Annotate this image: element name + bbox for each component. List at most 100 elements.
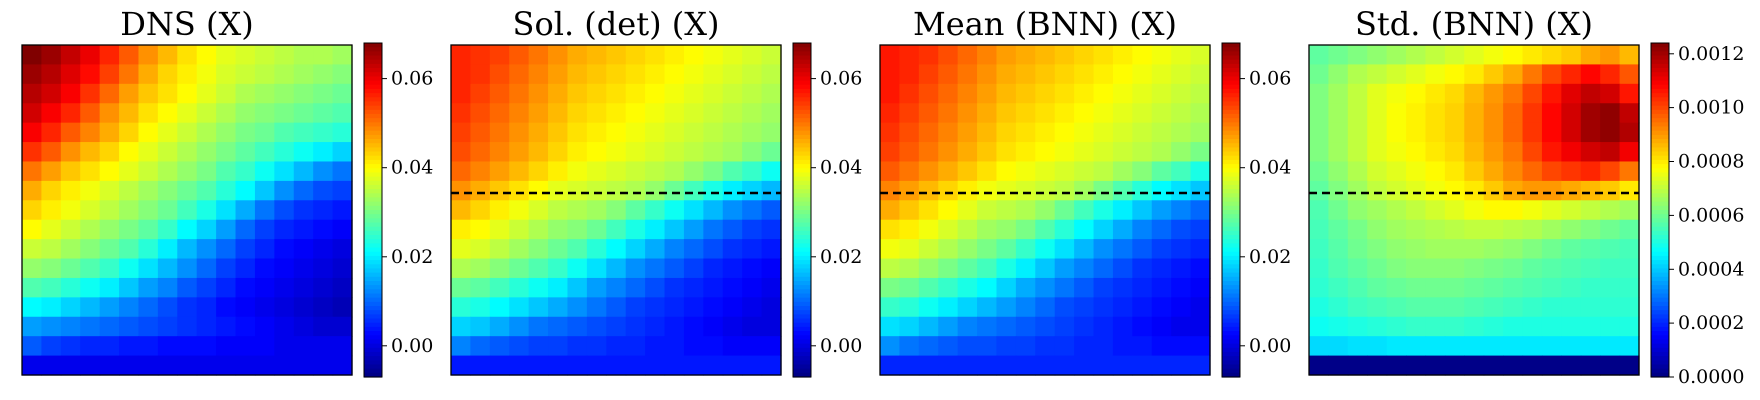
heatmap-cell	[293, 103, 314, 124]
heatmap-cell	[216, 83, 237, 104]
heatmap-cell	[918, 258, 939, 279]
colorbar-band	[1651, 151, 1669, 157]
colorbar-band	[1651, 68, 1669, 73]
heatmap-cell	[1464, 336, 1485, 357]
colorbar-band	[364, 289, 382, 295]
heatmap-cell	[1112, 239, 1133, 260]
colorbar-band	[364, 101, 382, 107]
heatmap-cell	[22, 64, 43, 85]
heatmap-cell	[1132, 219, 1153, 240]
heatmap-cell	[761, 180, 782, 201]
heatmap-cell	[548, 200, 569, 221]
heatmap-cell	[196, 122, 217, 143]
heatmap-cell	[1619, 219, 1640, 240]
heatmap-cell	[1074, 258, 1095, 279]
heatmap-cell	[1054, 161, 1075, 182]
heatmap-cell	[1503, 122, 1524, 143]
heatmap-cell	[761, 258, 782, 279]
colorbar-band	[1222, 63, 1240, 69]
heatmap-cell	[899, 316, 920, 337]
colorbar-band	[1222, 335, 1240, 341]
heatmap-cell	[489, 200, 510, 221]
heatmap-cell	[528, 219, 549, 240]
heatmap-cell	[1347, 336, 1368, 357]
heatmap-cell	[274, 316, 295, 337]
colorbar-band	[1651, 230, 1669, 236]
colorbar-band	[1222, 139, 1240, 144]
heatmap-cell	[1112, 219, 1133, 240]
heatmap-cell	[880, 200, 901, 221]
colorbar-band	[793, 347, 811, 353]
heatmap-cell	[1561, 83, 1582, 104]
colorbar-band	[364, 326, 382, 332]
heatmap-cell	[1619, 161, 1640, 182]
heatmap-cell	[1074, 161, 1095, 182]
heatmap-cell	[703, 64, 724, 85]
heatmap-cell	[1425, 180, 1446, 201]
heatmap-cell	[1074, 200, 1095, 221]
heatmap-cell	[1541, 142, 1562, 163]
heatmap-cell	[625, 103, 646, 124]
heatmap-cell	[567, 122, 588, 143]
heatmap-cell	[216, 161, 237, 182]
heatmap-cell	[235, 83, 256, 104]
colorbar-band	[1651, 326, 1669, 332]
heatmap-cell	[996, 142, 1017, 163]
heatmap-cell	[683, 64, 704, 85]
heatmap-cell	[899, 219, 920, 240]
heatmap-cell	[1541, 297, 1562, 318]
heatmap-cell	[41, 355, 62, 376]
colorbar-tick-label: 0.0008	[1678, 151, 1744, 173]
heatmap-cell	[216, 219, 237, 240]
heatmap-cell	[683, 258, 704, 279]
colorbar-tick-label: 0.0010	[1678, 97, 1744, 119]
heatmap-cell	[645, 45, 666, 66]
colorbar-band	[1651, 113, 1669, 119]
colorbar-band	[793, 285, 811, 290]
heatmap-cell	[489, 103, 510, 124]
heatmap-cell	[548, 180, 569, 201]
heatmap-cell	[1112, 103, 1133, 124]
heatmap-cell	[1112, 161, 1133, 182]
heatmap-cell	[1619, 200, 1640, 221]
colorbar-band	[364, 139, 382, 144]
heatmap-cell	[216, 297, 237, 318]
heatmap-cell	[254, 64, 275, 85]
colorbar-band	[364, 51, 382, 57]
heatmap-cell	[470, 355, 491, 376]
colorbar-band	[1222, 155, 1240, 161]
heatmap-cell	[1619, 103, 1640, 124]
heatmap-cell	[60, 316, 81, 337]
heatmap-cell	[683, 45, 704, 66]
heatmap-cell	[586, 336, 607, 357]
heatmap-cell	[1074, 83, 1095, 104]
heatmap-cell	[1074, 142, 1095, 163]
heatmap-cell	[1171, 122, 1192, 143]
heatmap-cell	[918, 103, 939, 124]
heatmap-cell	[957, 355, 978, 376]
colorbar-band	[1222, 314, 1240, 320]
colorbar-band	[1651, 214, 1669, 219]
heatmap-cell	[1619, 316, 1640, 337]
heatmap-cell	[548, 355, 569, 376]
colorbar-band	[793, 326, 811, 332]
colorbar-band	[1651, 243, 1669, 249]
heatmap-cell	[451, 297, 472, 318]
heatmap-cell	[1619, 355, 1640, 376]
heatmap-cell	[313, 161, 334, 182]
heatmap-cell	[957, 161, 978, 182]
heatmap-cell	[899, 83, 920, 104]
colorbar-band	[793, 289, 811, 295]
colorbar-band	[364, 43, 382, 48]
heatmap-cell	[606, 161, 627, 182]
colorbar-band	[1651, 331, 1669, 336]
colorbar-band	[364, 251, 382, 257]
heatmap-cell	[722, 142, 743, 163]
heatmap-cell	[1015, 239, 1036, 260]
heatmap-cell	[1444, 161, 1465, 182]
heatmap-cell	[664, 180, 685, 201]
heatmap-cell	[489, 239, 510, 260]
colorbar-tick-label: 0.0012	[1678, 43, 1744, 65]
heatmap-cell	[899, 258, 920, 279]
heatmap-cell	[528, 239, 549, 260]
